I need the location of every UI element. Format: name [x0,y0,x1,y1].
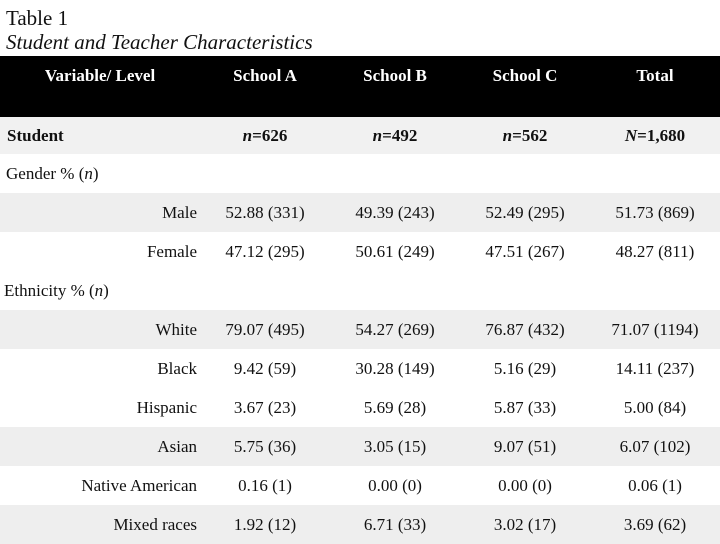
cell-school-b: 49.39 (243) [355,202,435,222]
ethnicity-label-end: ) [103,280,109,300]
n-value: =1,680 [637,125,686,145]
cell-school-b: 3.05 (15) [363,436,427,456]
header-school-a: School A [233,66,297,85]
cell-school-a: 1.92 (12) [233,514,297,534]
header-school-c: School C [492,66,558,85]
ethnicity-label: Ethnicity % (n) [0,271,304,310]
row-label: Black [157,358,197,378]
cell-school-c: 52.49 (295) [485,202,565,222]
student-n-school-c: n =562 [460,117,590,154]
row-label: Asian [157,436,197,456]
row-label: Male [162,202,197,222]
n-var: n [242,125,253,145]
cell-school-a: 9.42 (59) [233,358,297,378]
table-title: Student and Teacher Characteristics [6,30,313,54]
table-row-hispanic: Hispanic 3.67 (23) 5.69 (28) 5.87 (33) 5… [0,388,720,427]
cell-school-c: 5.87 (33) [493,397,557,417]
header-total: Total [636,66,674,85]
n-var: N [624,125,638,145]
ethnicity-group-row: Ethnicity % (n) [0,271,720,310]
cell-school-a: 52.88 (331) [225,202,305,222]
cell-school-b: 30.28 (149) [355,358,435,378]
gender-label-var: n [84,163,93,183]
cell-total: 14.11 (237) [615,358,695,378]
cell-school-a: 0.16 (1) [238,475,292,495]
cell-total: 5.00 (84) [623,397,687,417]
table-row-native-american: Native American 0.16 (1) 0.00 (0) 0.00 (… [0,466,720,505]
cell-total: 0.06 (1) [628,475,682,495]
row-label: Hispanic [136,397,197,417]
table-row-black: Black 9.42 (59) 30.28 (149) 5.16 (29) 14… [0,349,720,388]
table-number: Table 1 [6,6,69,30]
table-caption: Table 1 Student and Teacher Characterist… [6,6,313,54]
n-var: n [502,125,513,145]
cell-total: 3.69 (62) [623,514,687,534]
n-value: =562 [512,125,548,145]
row-label: Mixed races [113,514,197,534]
student-row: Student n =626 n =492 n =562 N =1,680 [0,117,720,154]
cell-total: 71.07 (1194) [611,319,699,339]
cell-school-b: 54.27 (269) [355,319,435,339]
row-label: Native American [81,475,197,495]
cell-school-c: 76.87 (432) [485,319,565,339]
cell-total: 48.27 (811) [615,241,695,261]
table-row-white: White 79.07 (495) 54.27 (269) 76.87 (432… [0,310,720,349]
cell-school-b: 5.69 (28) [363,397,427,417]
n-var: n [372,125,383,145]
table-row-mixed-races: Mixed races 1.92 (12) 6.71 (33) 3.02 (17… [0,505,720,544]
n-value: =626 [252,125,288,145]
table-row-asian: Asian 5.75 (36) 3.05 (15) 9.07 (51) 6.07… [0,427,720,466]
row-label: Female [146,241,197,261]
ethnicity-label-var: n [94,280,104,300]
cell-school-b: 50.61 (249) [355,241,435,261]
student-n-school-a: n =626 [200,117,330,154]
table-row-male: Male 52.88 (331) 49.39 (243) 52.49 (295)… [0,193,720,232]
row-label: White [155,319,197,339]
ethnicity-label-text: Ethnicity % ( [4,280,95,300]
cell-school-c: 47.51 (267) [485,241,565,261]
cell-school-a: 47.12 (295) [225,241,305,261]
student-n-total: N =1,680 [590,117,720,154]
n-value: =492 [382,125,418,145]
student-label: Student [7,125,64,145]
header-school-b: School B [363,66,427,85]
cell-total: 6.07 (102) [619,436,691,456]
student-n-school-b: n =492 [330,117,460,154]
gender-group-row: Gender % (n) [0,154,720,193]
table-row-female: Female 47.12 (295) 50.61 (249) 47.51 (26… [0,232,720,271]
cell-total: 51.73 (869) [615,202,695,222]
characteristics-table: Variable/ Level School A School B School… [0,56,720,544]
cell-school-a: 79.07 (495) [225,319,305,339]
header-variable-level: Variable/ Level [44,66,156,85]
cell-school-c: 3.02 (17) [493,514,557,534]
cell-school-b: 6.71 (33) [363,514,427,534]
cell-school-c: 5.16 (29) [493,358,557,378]
gender-label: Gender % (n) [0,154,306,193]
cell-school-c: 0.00 (0) [498,475,552,495]
table-header-row: Variable/ Level School A School B School… [0,56,720,117]
cell-school-c: 9.07 (51) [493,436,557,456]
cell-school-a: 3.67 (23) [233,397,297,417]
cell-school-b: 0.00 (0) [368,475,422,495]
cell-school-a: 5.75 (36) [233,436,297,456]
gender-label-end: ) [92,163,99,183]
gender-label-text: Gender % ( [6,163,85,183]
